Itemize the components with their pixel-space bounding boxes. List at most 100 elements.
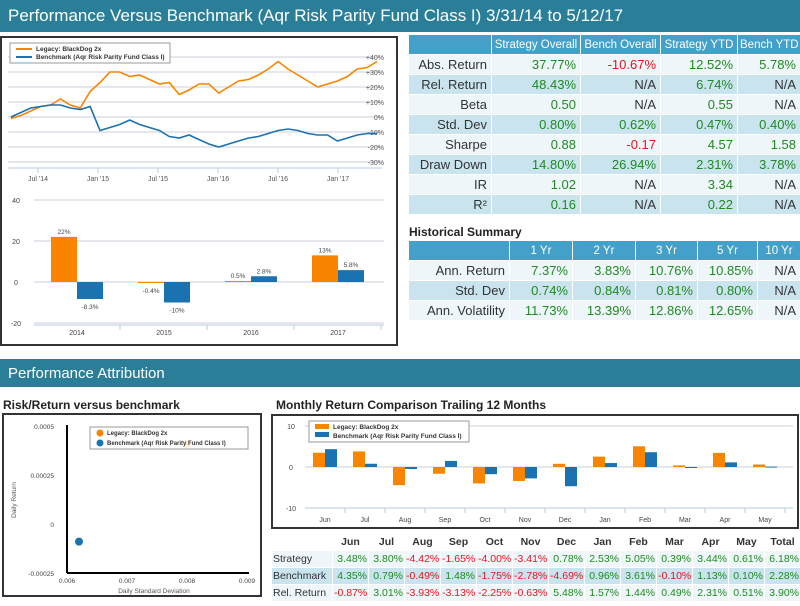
legend-strategy-label: Legacy: BlackDog 2x [107, 431, 168, 437]
cell-value: N/A [757, 300, 800, 321]
cell-value: 12.52% [660, 54, 738, 75]
cell-value: 14.80% [491, 154, 581, 175]
cell-value: 0.80% [491, 114, 581, 135]
monthly-bar-chart: 10 0 -10 Jun Jul Aug Sep Oct Nov Dec Jan Feb Mar Apr M… [271, 414, 799, 529]
section-title: Performance Attribution [8, 364, 165, 382]
cell-value: -0.49% [404, 567, 441, 585]
column-header: Jul [368, 533, 405, 551]
cell-value: 3.61% [620, 567, 657, 585]
table-row: Std. Dev 0.74% 0.84% 0.81% 0.80% N/A [408, 280, 800, 301]
legend-benchmark-label: Benchmark (Aqr Risk Parity Fund Class I) [107, 441, 226, 447]
column-header: Nov [512, 533, 549, 551]
benchmark-bar [685, 467, 697, 468]
cell-value: 5.78% [737, 54, 800, 75]
y-tick-label: -20 [11, 321, 21, 328]
benchmark-bar [765, 466, 777, 468]
y-tick-label: +30% [366, 70, 384, 77]
cell-value: 0.55 [660, 94, 738, 115]
annual-return-chart: 40 20 0 -20 22% -8.3% 2014 -0.4% -10% 2015 0.5% 2.8… [0, 194, 398, 346]
cell-value: 3.34 [660, 174, 738, 195]
y-tick-label: 0 [14, 280, 18, 287]
data-label: 0.5% [231, 273, 246, 280]
row-label: Benchmark [271, 567, 333, 585]
cell-value: 1.44% [620, 584, 657, 602]
column-header: Strategy Overall [491, 34, 581, 55]
cell-value: 3.80% [368, 550, 405, 568]
cell-value: 0.22 [660, 194, 738, 215]
data-label: -10% [169, 308, 184, 315]
row-label: IR [408, 174, 492, 195]
strategy-bar [673, 465, 685, 467]
column-header [408, 240, 510, 261]
cell-value: 3.48% [332, 550, 369, 568]
cell-value: 0.79% [368, 567, 405, 585]
column-header: Jun [332, 533, 369, 551]
cell-value: 37.77% [491, 54, 581, 75]
column-header: 5 Yr [697, 240, 758, 261]
data-label: -8.3% [82, 304, 99, 311]
x-tick-label: Jan '17 [327, 176, 349, 183]
monthly-return-table: Jun Jul Aug Sep Oct Nov Dec Jan Feb Mar Apr May Tota… [271, 533, 800, 602]
column-header: Total [764, 533, 800, 551]
cell-value: N/A [580, 174, 661, 195]
legend [89, 426, 249, 450]
y-tick-label: +40% [366, 55, 384, 62]
x-tick-label: 2014 [69, 330, 85, 337]
row-label: Std. Dev [408, 114, 492, 135]
row-label: Strategy [271, 550, 333, 568]
x-tick-label: Sep [439, 517, 452, 524]
strategy-bar [513, 467, 525, 481]
benchmark-bar [365, 463, 377, 467]
cell-value: N/A [737, 174, 800, 195]
legend [308, 420, 470, 443]
x-axis-label: Daily Standard Deviation [118, 588, 190, 595]
benchmark-bar [77, 282, 103, 300]
cell-value: -0.17 [580, 134, 661, 155]
column-header: Bench YTD [737, 34, 800, 55]
row-label: Rel. Return [408, 74, 492, 95]
column-header: Feb [620, 533, 657, 551]
legend [9, 42, 171, 64]
column-header: 3 Yr [635, 240, 698, 261]
legend-strategy-label: Legacy: BlackDog 2x [333, 424, 399, 431]
cell-value: 1.02 [491, 174, 581, 195]
strategy-bar [225, 280, 251, 282]
cell-value: 1.57% [584, 584, 621, 602]
cell-value: 3.83% [572, 260, 636, 281]
cell-value: 0.50 [491, 94, 581, 115]
benchmark-bar [445, 460, 457, 467]
cell-value: 1.58 [737, 134, 800, 155]
y-axis-label: Daily Return [11, 482, 18, 518]
cell-value: 0.47% [660, 114, 738, 135]
benchmark-bar [405, 467, 417, 470]
cumulative-return-chart: +40% +30% +20% +10% 0% -10% -20% -30% Jul '14 Jan… [0, 36, 398, 196]
cell-value: 0.51% [728, 584, 765, 602]
data-label: 13% [318, 247, 331, 254]
x-tick-label: Dec [559, 517, 572, 524]
x-tick-label: Jan '15 [87, 176, 109, 183]
y-tick-label: 40 [12, 198, 20, 205]
cell-value: 4.35% [332, 567, 369, 585]
table-row: Sharpe 0.88 -0.17 4.57 1.58 [408, 134, 800, 155]
data-label: 2.8% [257, 268, 272, 275]
data-label: 5.8% [344, 262, 359, 269]
table-row: IR 1.02 N/A 3.34 N/A [408, 174, 800, 195]
cell-value: -0.87% [332, 584, 369, 602]
y-tick-label: -30% [368, 160, 384, 167]
column-header: 1 Yr [509, 240, 573, 261]
cell-value: -2.78% [512, 567, 549, 585]
strategy-line [10, 60, 378, 120]
column-header [408, 34, 492, 55]
cell-value: 10.85% [697, 260, 758, 281]
cell-value: 0.80% [697, 280, 758, 301]
table-row: Benchmark 4.35% 0.79% -0.49% 1.48% -1.75% -2.7… [271, 567, 800, 585]
table-row: R² 0.16 N/A 0.22 N/A [408, 194, 800, 215]
row-label: Ann. Return [408, 260, 510, 281]
cell-value: N/A [757, 280, 800, 301]
cell-value: 7.37% [509, 260, 573, 281]
header-row: Jun Jul Aug Sep Oct Nov Dec Jan Feb Mar Apr May Tota… [271, 533, 800, 551]
x-tick-label: Jul '14 [28, 176, 48, 183]
cell-value: -1.65% [440, 550, 477, 568]
cell-value: 2.28% [764, 567, 800, 585]
x-tick-label: Jun [319, 517, 330, 524]
